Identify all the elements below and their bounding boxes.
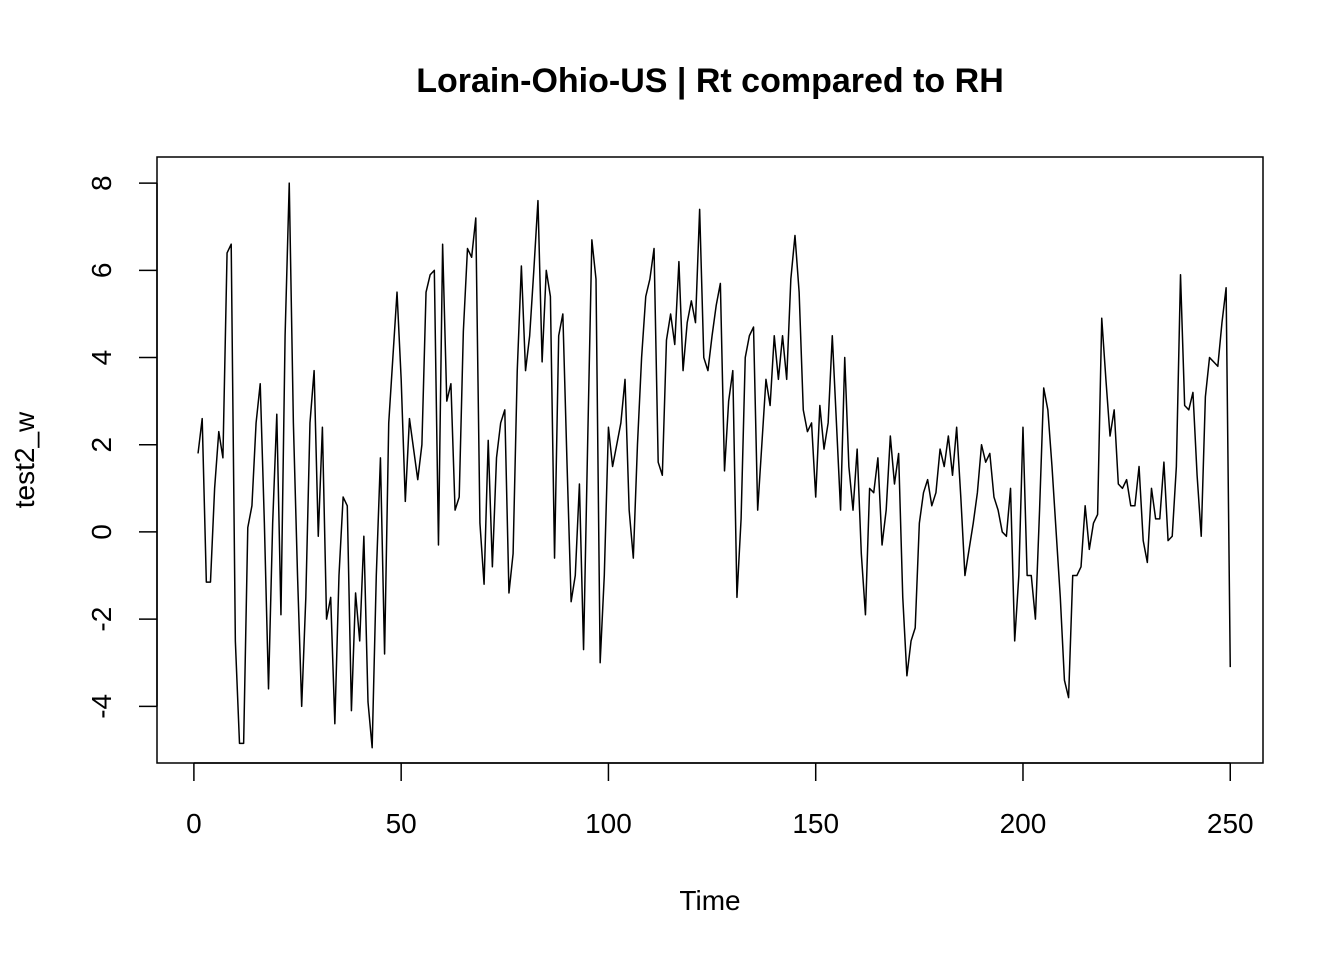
y-tick-label: 8: [86, 175, 117, 191]
x-axis-label: Time: [679, 885, 740, 916]
y-tick-label: 4: [86, 350, 117, 366]
series-line: [197, 182, 1231, 749]
x-tick-label: 250: [1207, 808, 1254, 839]
y-tick-label: -2: [86, 607, 117, 632]
x-axis: 0 50 100 150 200 250: [186, 762, 1254, 839]
x-tick-label: 50: [386, 808, 417, 839]
y-axis-label: test2_w: [9, 411, 40, 508]
x-tick-label: 150: [792, 808, 839, 839]
y-tick-label: 6: [86, 263, 117, 279]
y-tick-label: 0: [86, 524, 117, 540]
y-tick-label: 2: [86, 437, 117, 453]
x-tick-label: 0: [186, 808, 202, 839]
y-tick-label: -4: [86, 694, 117, 719]
y-axis: -4 -2 0 2 4 6 8: [86, 175, 158, 719]
chart-title: Lorain-Ohio-US | Rt compared to RH: [416, 62, 1004, 100]
x-tick-label: 200: [1000, 808, 1047, 839]
x-tick-label: 100: [585, 808, 632, 839]
